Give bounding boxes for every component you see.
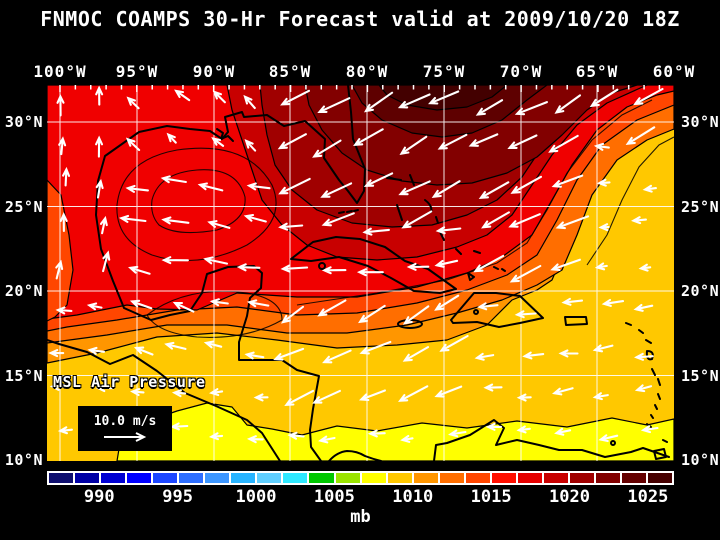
field-label: MSL Air Pressure: [53, 373, 206, 391]
colorbar-tick-label: 990: [83, 487, 115, 507]
colorbar-cell: [413, 473, 438, 483]
lat-label-left: 20°N: [4, 282, 43, 300]
colorbar-cell: [101, 473, 126, 483]
colorbar-cell: [622, 473, 647, 483]
map-panel: MSL Air Pressure 10.0 m/s: [47, 85, 674, 461]
lat-label-right: 30°N: [681, 113, 720, 131]
colorbar-tick-label: 1025: [627, 487, 669, 507]
colorbar-cell: [517, 473, 542, 483]
degree-tick-marks: [59, 85, 661, 92]
colorbar-tick-label: 995: [162, 487, 193, 507]
pressure-wind-map: [47, 85, 674, 461]
colorbar-cell: [75, 473, 100, 483]
pressure-colorbar: [47, 471, 674, 485]
lon-label: 60°W: [652, 62, 696, 81]
colorbar-cell: [491, 473, 516, 483]
lat-label-left: 25°N: [4, 197, 43, 216]
colorbar-tick-label: 1020: [549, 487, 590, 507]
lat-label-right: 10°N: [681, 451, 720, 469]
colorbar-cell: [465, 473, 490, 483]
lon-label: 70°W: [499, 62, 543, 81]
colorbar-tick-label: 1015: [470, 487, 512, 507]
lon-label: 85°W: [268, 62, 312, 81]
lat-label-left: 10°N: [4, 451, 43, 469]
colorbar-cell: [127, 473, 152, 483]
wind-vector-arrows: [48, 85, 664, 444]
colorbar-cell: [205, 473, 230, 483]
page-title: FNMOC COAMPS 30-Hr Forecast valid at 200…: [40, 7, 680, 31]
lat-label-left: 30°N: [4, 113, 43, 131]
colorbar-cell: [257, 473, 282, 483]
reference-wind-arrow-icon: [104, 432, 147, 442]
colorbar-cell: [49, 473, 74, 483]
colorbar-cell: [387, 473, 412, 483]
colorbar-cell: [153, 473, 178, 483]
colorbar-tick-label: 1005: [313, 487, 355, 507]
colorbar-cell: [179, 473, 204, 483]
lat-label-right: 15°N: [681, 366, 720, 385]
colorbar-cell: [595, 473, 621, 483]
colorbar-tick-label: 1010: [392, 487, 434, 507]
wind-speed-value: 10.0 m/s: [93, 414, 157, 429]
colorbar-cell: [439, 473, 464, 483]
lat-label-left: 15°N: [4, 366, 43, 385]
colorbar-cell: [309, 473, 334, 483]
lon-label: 80°W: [345, 62, 389, 81]
colorbar-cell: [648, 473, 673, 483]
lon-label: 95°W: [115, 62, 159, 81]
lon-label: 65°W: [575, 62, 619, 81]
lon-label: 100°W: [33, 62, 87, 81]
lon-label: 75°W: [422, 62, 466, 81]
colorbar-cell: [335, 473, 360, 483]
colorbar-cell: [361, 473, 386, 483]
lon-label: 90°W: [192, 62, 236, 81]
colorbar-cell: [569, 473, 594, 483]
colorbar-tick-labels: 990 995 1000 1005 1010 1015 1020 1025: [47, 487, 674, 507]
lat-label-right: 25°N: [681, 197, 720, 216]
colorbar-tick-label: 1000: [235, 487, 277, 507]
colorbar-cell: [543, 473, 568, 483]
wind-speed-legend: 10.0 m/s: [78, 406, 172, 451]
lat-label-right: 20°N: [681, 282, 720, 300]
colorbar-cell: [283, 473, 308, 483]
colorbar-cell: [231, 473, 256, 483]
colorbar-unit-label: mb: [350, 507, 371, 527]
coastlines: [47, 85, 670, 461]
